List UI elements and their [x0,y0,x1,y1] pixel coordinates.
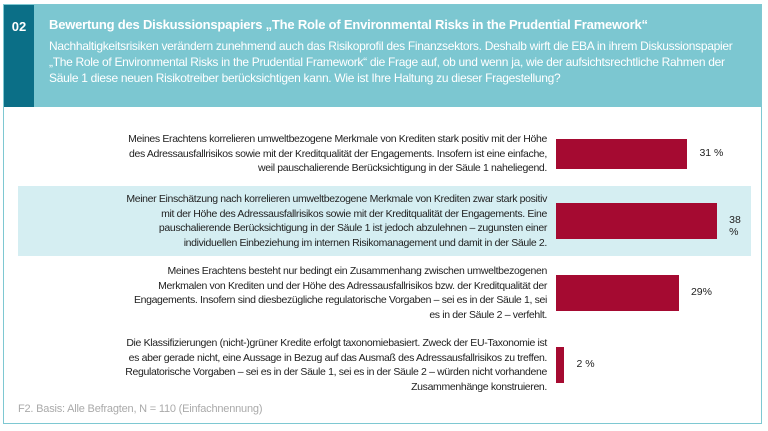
data-label: 29% [690,286,712,298]
category-label-line: Regulatorische Vorgaben – sei es in der … [125,366,547,378]
bar [556,347,565,383]
category-label-line: Meines Erachtens besteht nur bedingt ein… [167,265,547,277]
bar [556,139,688,169]
bar-row: Meiner Einschätzung nach korrelieren umw… [18,186,751,256]
category-label: Meiner Einschätzung nach korrelieren umw… [126,192,547,250]
category-label-line: Meines Erachtens korrelieren umweltbezog… [128,133,547,146]
bar [556,275,679,311]
header: 02 Bewertung des Diskussionspapiers „The… [4,5,761,107]
category-label: Meines Erachtens besteht nur bedingt ein… [134,264,547,322]
data-label: 38 % [729,214,741,238]
category-label-line: des Adressausfallrisikos sowie mit der K… [128,147,547,160]
category-label-line: Merkmalen von Krediten und der Höhe des … [158,279,547,292]
category-label-line: Engagements. Insofern sind diesbezüglich… [133,294,547,306]
category-label-line: es in der Säule 2 – verfehlt. [429,308,547,321]
data-label: 31 % [699,147,724,159]
chart-subtitle: Nachhaltigkeitsrisiken verändern zunehme… [49,39,733,85]
category-label-line: Zusammenhänge konstruieren. [411,380,547,393]
category-label-line: pauschalierende Berücksichtigung in der … [158,222,547,234]
bar [556,203,718,239]
category-label: Die Klassifizierungen (nicht-)grüner Kre… [125,336,547,394]
data-label: 2 % [576,358,595,370]
category-label-line: weil pauschalierende Berücksichtigung in… [258,162,547,175]
category-label-line: es aber gerade nicht, eine Aussage in Be… [128,351,548,364]
chart-frame [3,4,762,424]
bar-row: Die Klassifizierungen (nicht-)grüner Kre… [18,334,751,396]
question-number: 02 [4,5,34,107]
category-label-line: mit der Höhe des Adressausfallrisikos so… [161,207,547,220]
bar-row: Meines Erachtens korrelieren umweltbezog… [18,126,751,182]
footnote: F2. Basis: Alle Befragten, N = 110 (Einf… [18,403,263,415]
bar-row: Meines Erachtens besteht nur bedingt ein… [18,262,751,324]
chart-title: Bewertung des Diskussionspapiers „The Ro… [49,17,648,32]
category-label-line: Meiner Einschätzung nach korrelieren umw… [126,193,547,205]
category-label: Meines Erachtens korrelieren umweltbezog… [128,132,547,176]
category-label-line: Die Klassifizierungen (nicht-)grüner Kre… [126,337,547,349]
category-label-line: individuellen Einbeziehung im internen R… [183,236,548,249]
